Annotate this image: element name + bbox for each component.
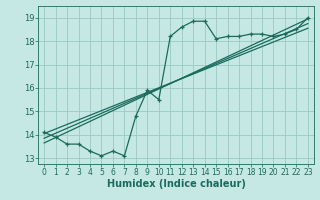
X-axis label: Humidex (Indice chaleur): Humidex (Indice chaleur) [107,179,245,189]
